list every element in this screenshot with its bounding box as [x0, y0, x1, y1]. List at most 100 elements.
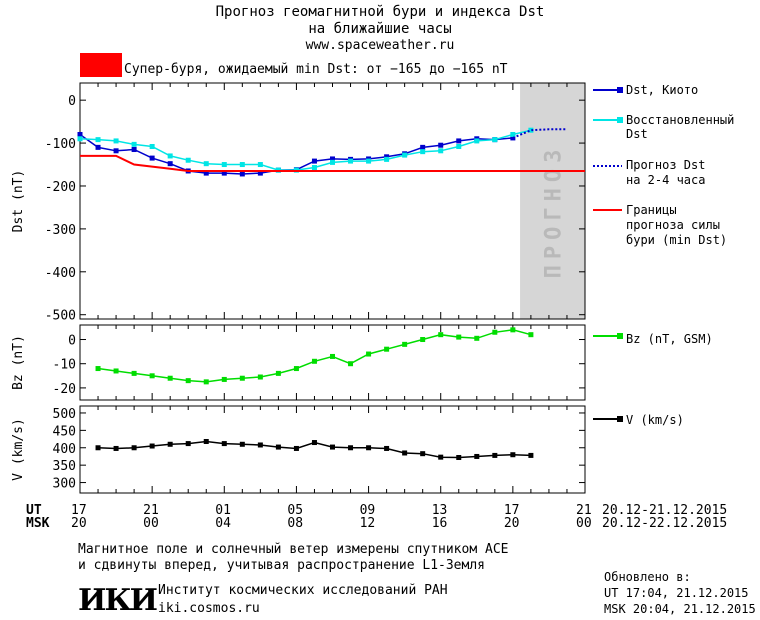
y-tick-label: 300 — [53, 477, 76, 492]
legend-marker — [617, 87, 623, 93]
data-point — [384, 346, 390, 352]
data-point — [330, 353, 335, 359]
data-point — [257, 374, 263, 380]
legend-forecast-2: на 2-4 часа — [626, 173, 706, 187]
data-point — [131, 141, 137, 147]
data-point — [348, 445, 354, 451]
data-point — [311, 358, 317, 364]
data-point — [311, 440, 317, 446]
legend-marker — [617, 333, 623, 339]
data-point — [528, 452, 534, 458]
institute-name: Институт космических исследований РАН — [158, 583, 448, 598]
page-title: Прогноз геомагнитной бури и индекса Dst — [215, 4, 545, 20]
data-point — [348, 361, 354, 367]
forecast-region — [520, 83, 585, 319]
data-point — [221, 441, 227, 447]
data-point — [402, 152, 408, 158]
data-point — [167, 153, 173, 159]
data-point — [221, 376, 227, 382]
ut-tick-label: 05 — [287, 503, 304, 518]
data-point — [420, 144, 426, 150]
msk-tick-label: 20 — [503, 516, 520, 531]
data-point — [510, 452, 516, 458]
data-point — [239, 441, 245, 447]
data-point — [185, 441, 191, 447]
data-point — [402, 341, 408, 347]
data-point — [149, 155, 155, 161]
data-point — [420, 451, 426, 457]
data-point — [510, 327, 516, 333]
ut-tick-label: 17 — [71, 503, 87, 518]
data-point — [366, 158, 372, 164]
data-point — [203, 438, 209, 444]
msk-tick-label: 20 — [71, 516, 87, 531]
data-point — [113, 445, 119, 451]
updated-ut: UT 17:04, 21.12.2015 — [604, 586, 749, 600]
data-point — [167, 375, 173, 381]
y-tick-label: -400 — [45, 266, 76, 281]
updated-msk: MSK 20:04, 21.12.2015 — [604, 602, 756, 616]
y-tick-label: -20 — [53, 382, 76, 397]
msk-tick-label: 04 — [215, 516, 231, 531]
data-point — [474, 138, 480, 144]
data-point — [438, 142, 444, 148]
ut-tick-label: 01 — [215, 503, 231, 518]
data-point — [366, 445, 372, 451]
ut-tick-label: 09 — [359, 503, 376, 518]
institute-url[interactable]: iki.cosmos.ru — [158, 601, 260, 616]
ut-tick-label: 21 — [576, 503, 592, 518]
data-point — [311, 158, 317, 164]
msk-axis-label: MSK — [26, 516, 50, 531]
data-point — [257, 162, 263, 168]
data-point — [149, 144, 155, 150]
data-point — [438, 148, 444, 154]
footer-note-2: и сдвинуты вперед, учитывая распростране… — [78, 558, 485, 573]
y-tick-label: 0 — [68, 334, 76, 349]
data-point — [77, 136, 83, 142]
data-point — [348, 158, 354, 164]
data-point — [113, 368, 119, 374]
data-point — [185, 378, 191, 384]
data-point — [420, 337, 426, 343]
data-point — [384, 156, 390, 162]
y-tick-label: -100 — [45, 137, 76, 152]
data-point — [330, 156, 335, 162]
data-point — [293, 366, 299, 372]
msk-tick-label: 00 — [576, 516, 592, 531]
y-tick-label: 0 — [68, 94, 76, 109]
data-point — [95, 366, 101, 372]
series-line-0-2 — [512, 128, 567, 139]
data-point — [221, 162, 227, 168]
data-point — [474, 453, 480, 459]
data-point — [113, 148, 119, 154]
data-point — [239, 162, 245, 168]
data-point — [203, 161, 209, 167]
y-tick-label: -200 — [45, 180, 76, 195]
legend-bz: Bz (nT, GSM) — [626, 332, 713, 346]
legend-v: V (km/s) — [626, 413, 684, 427]
series-line-1-0 — [97, 329, 532, 383]
msk-date-range: 20.12-22.12.2015 — [602, 516, 728, 531]
y-tick-label: 400 — [53, 442, 76, 457]
data-point — [95, 144, 101, 150]
ut-tick-label: 21 — [143, 503, 159, 518]
data-point — [456, 144, 462, 150]
forecast-label: ПРОГНОЗ — [542, 144, 567, 279]
y-axis-label: Dst (nT) — [11, 170, 26, 233]
data-point — [275, 370, 281, 376]
data-point — [293, 445, 299, 451]
legend-marker — [617, 117, 623, 123]
charts-area: ПРОГНОЗ 0 -100 -200 -300 -400 -500 Dst (nT) 0 -10… — [11, 82, 623, 494]
data-point — [275, 444, 281, 450]
iki-logo: ИКИ — [78, 583, 158, 618]
legend-marker — [617, 416, 623, 422]
data-point — [203, 379, 209, 385]
site-url[interactable]: www.spaceweather.ru — [305, 38, 455, 53]
series-line-0-3 — [80, 154, 585, 172]
data-point — [456, 138, 462, 144]
y-tick-label: 450 — [53, 424, 76, 439]
data-point — [492, 137, 498, 143]
data-point — [203, 170, 209, 176]
data-point — [330, 159, 335, 165]
data-point — [366, 351, 372, 357]
